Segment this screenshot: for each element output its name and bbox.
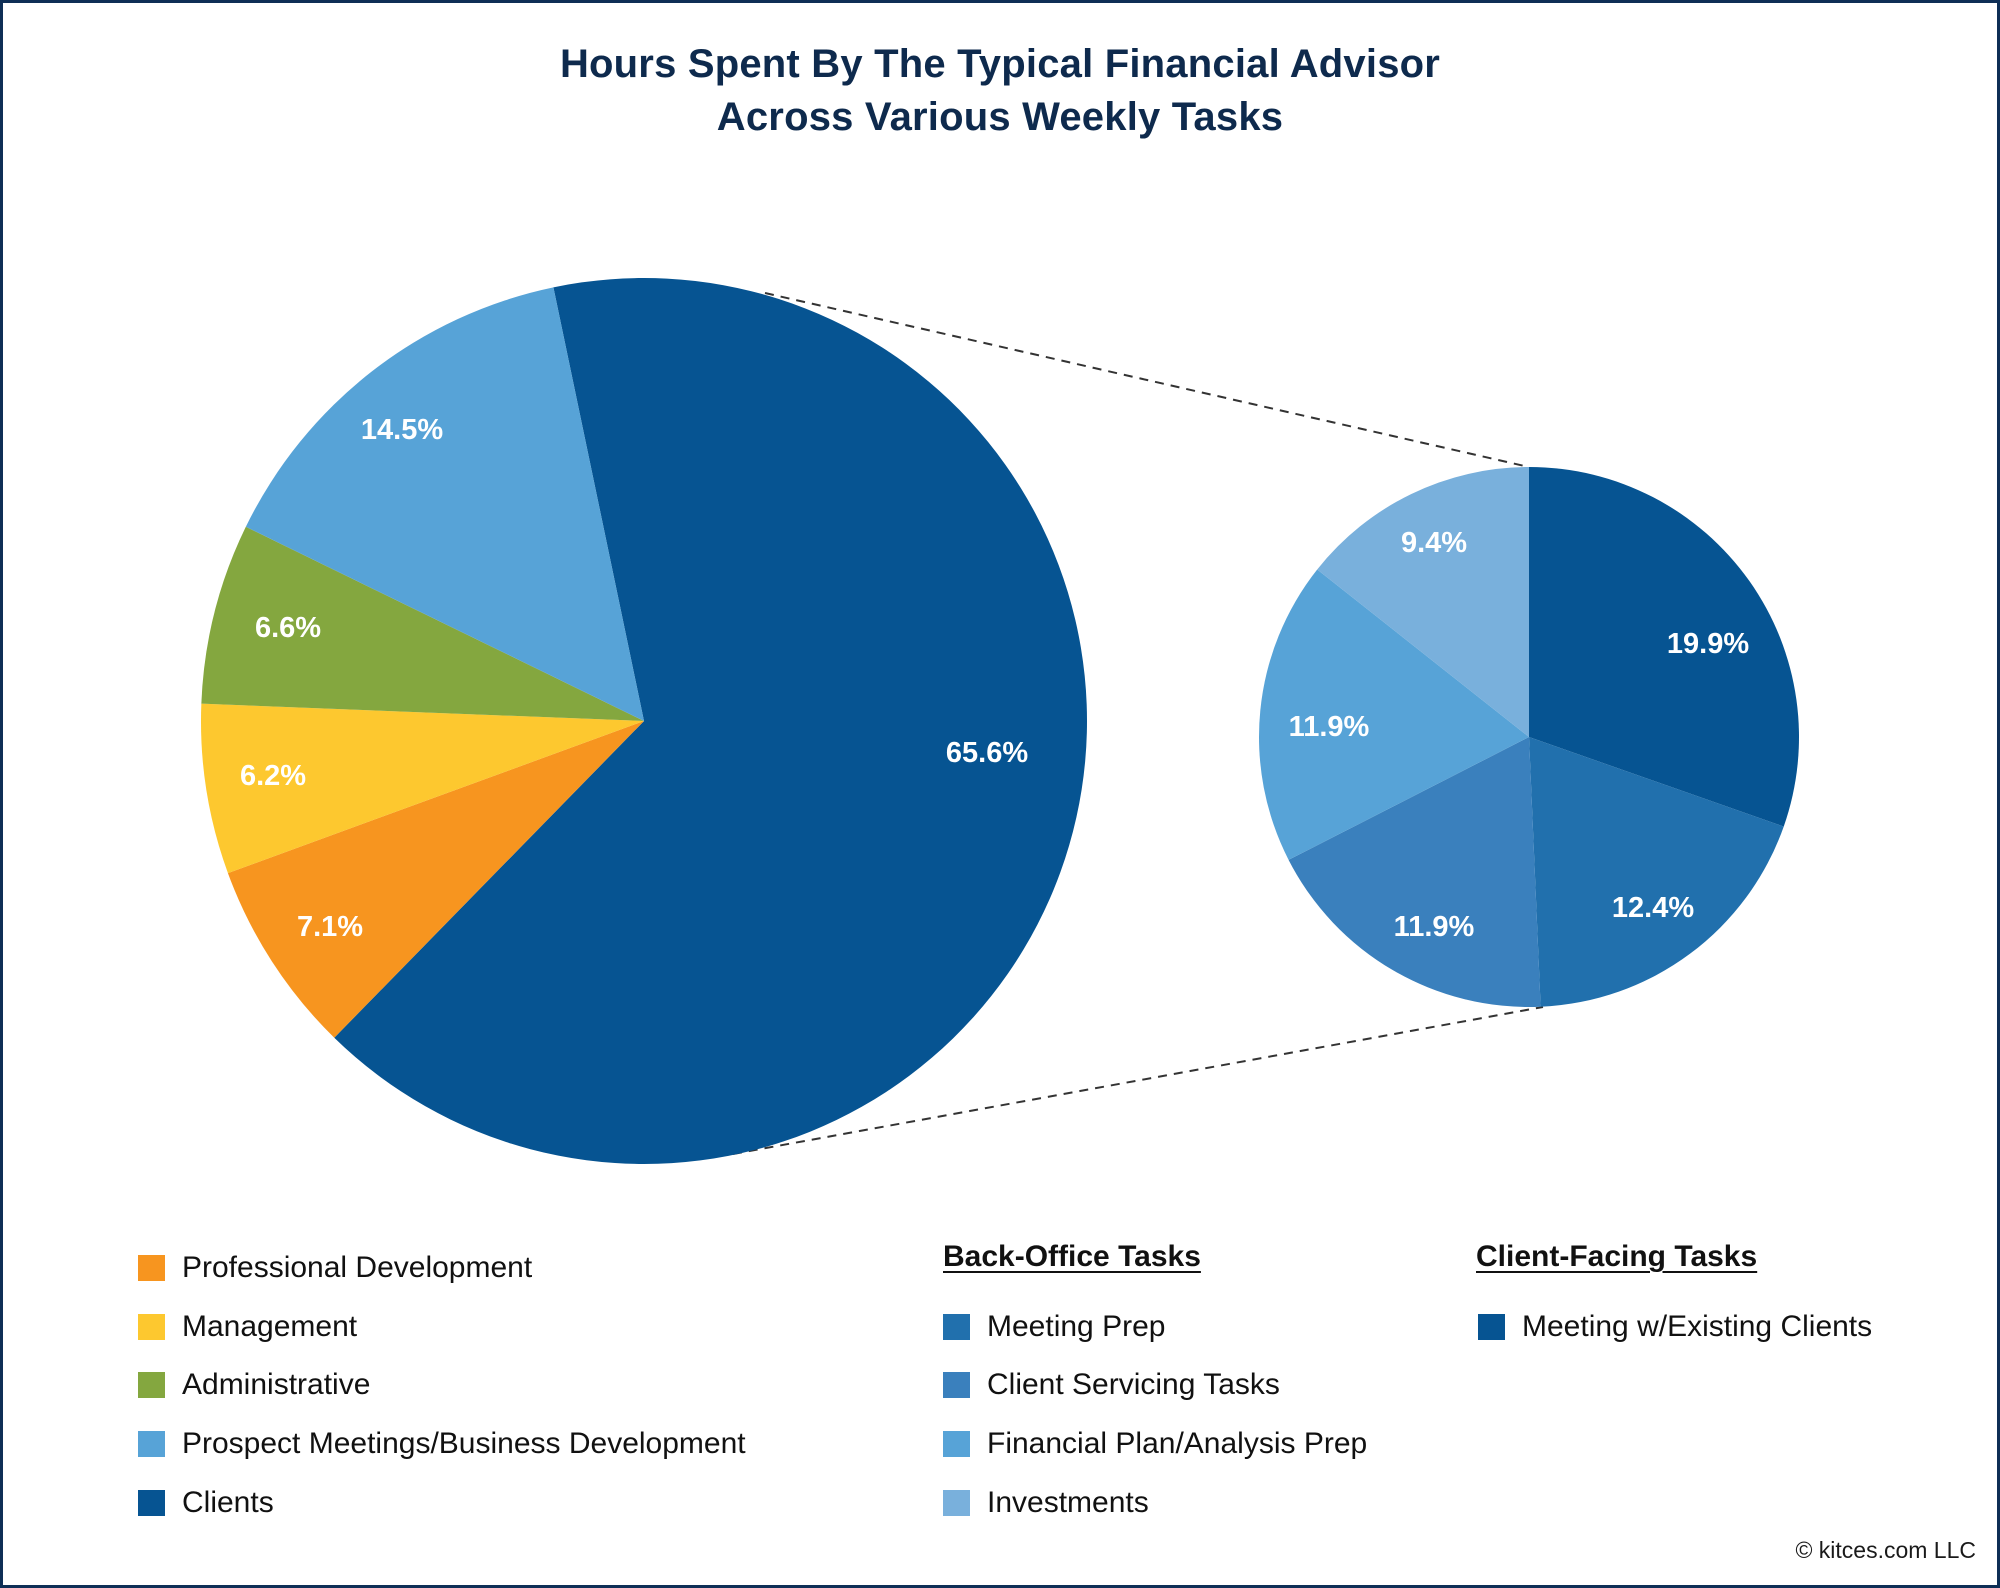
- slice-label-professional-development: 7.1%: [297, 911, 363, 943]
- legend-label: Meeting w/Existing Clients: [1522, 1310, 1873, 1343]
- legend-swatch-icon: [138, 1431, 165, 1457]
- slice-label-financial-plan-prep: 11.9%: [1289, 711, 1370, 743]
- slice-label-meeting-existing-clients: 19.9%: [1667, 628, 1749, 660]
- legend-swatch-icon: [138, 1314, 165, 1340]
- slice-label-client-servicing-tasks: 11.9%: [1394, 911, 1475, 943]
- slice-label-meeting-prep: 12.4%: [1612, 892, 1694, 924]
- slice-label-clients: 65.6%: [946, 737, 1028, 769]
- legend-label: Professional Development: [182, 1251, 533, 1284]
- slice-label-management: 6.2%: [240, 760, 306, 792]
- legend-item-clients[interactable]: Clients: [138, 1483, 274, 1523]
- legend-item-financial-plan-prep[interactable]: Financial Plan/Analysis Prep: [943, 1424, 1367, 1464]
- slice-client-servicing-tasks[interactable]: [1288, 737, 1541, 1007]
- legend-item-professional-development[interactable]: Professional Development: [138, 1248, 532, 1288]
- legend-swatch-icon: [943, 1372, 970, 1398]
- legend-label: Meeting Prep: [987, 1310, 1166, 1343]
- slice-clients[interactable]: [334, 278, 1088, 1164]
- chart-title-line-2: Across Various Weekly Tasks: [716, 95, 1284, 139]
- legend-item-investments[interactable]: Investments: [943, 1483, 1149, 1523]
- slice-administrative[interactable]: [201, 526, 644, 721]
- slice-professional-development[interactable]: [227, 721, 644, 1038]
- copyright-notice: © kitces.com LLC: [1795, 1537, 1976, 1563]
- slice-management[interactable]: [200, 703, 644, 874]
- legend-heading-back-office: Back-Office Tasks: [943, 1240, 1201, 1273]
- legend-swatch-icon: [138, 1490, 165, 1516]
- legend-item-meeting-prep[interactable]: Meeting Prep: [943, 1307, 1165, 1347]
- legend-label: Clients: [182, 1486, 274, 1519]
- legend-swatch-icon: [138, 1372, 165, 1398]
- legend-swatch-icon: [1478, 1314, 1505, 1340]
- legend-label: Financial Plan/Analysis Prep: [987, 1427, 1368, 1460]
- slice-financial-plan-prep[interactable]: [1258, 569, 1529, 860]
- chart-title-line-1: Hours Spent By The Typical Financial Adv…: [559, 42, 1441, 86]
- connector-lines: [732, 292, 1544, 1155]
- legend-label: Prospect Meetings/Business Development: [182, 1427, 746, 1460]
- legend-item-administrative[interactable]: Administrative: [138, 1365, 370, 1405]
- legend-swatch-icon: [943, 1490, 970, 1516]
- main-pie: 65.6% 7.1% 6.2% 6.6% 14.5%: [200, 278, 1088, 1164]
- legend-item-prospect-meetings[interactable]: Prospect Meetings/Business Development: [138, 1424, 746, 1464]
- legend-item-management[interactable]: Management: [138, 1307, 357, 1347]
- slice-label-prospect-meetings: 14.5%: [361, 414, 443, 446]
- slice-label-investments: 9.4%: [1401, 527, 1467, 559]
- slice-investments[interactable]: [1317, 467, 1529, 737]
- secondary-pie: 19.9% 12.4% 11.9% 11.9% 9.4%: [1258, 467, 1799, 1007]
- slice-prospect-meetings[interactable]: [245, 287, 645, 721]
- slice-label-administrative: 6.6%: [255, 612, 321, 644]
- legend-swatch-icon: [943, 1314, 970, 1340]
- slice-meeting-prep[interactable]: [1529, 737, 1784, 1007]
- legend-item-meeting-existing-clients[interactable]: Meeting w/Existing Clients: [1478, 1307, 1872, 1347]
- slice-meeting-existing-clients[interactable]: [1529, 467, 1799, 827]
- legend-heading-client-facing: Client-Facing Tasks: [1476, 1240, 1758, 1273]
- connector-line-top: [764, 292, 1530, 468]
- legend-swatch-icon: [943, 1431, 970, 1457]
- legend-item-client-servicing-tasks[interactable]: Client Servicing Tasks: [943, 1365, 1280, 1405]
- legend-label: Investments: [987, 1486, 1149, 1519]
- legend-label: Management: [182, 1310, 358, 1343]
- legend-swatch-icon: [138, 1255, 165, 1281]
- legend-label: Administrative: [182, 1368, 371, 1401]
- legend-label: Client Servicing Tasks: [987, 1368, 1280, 1401]
